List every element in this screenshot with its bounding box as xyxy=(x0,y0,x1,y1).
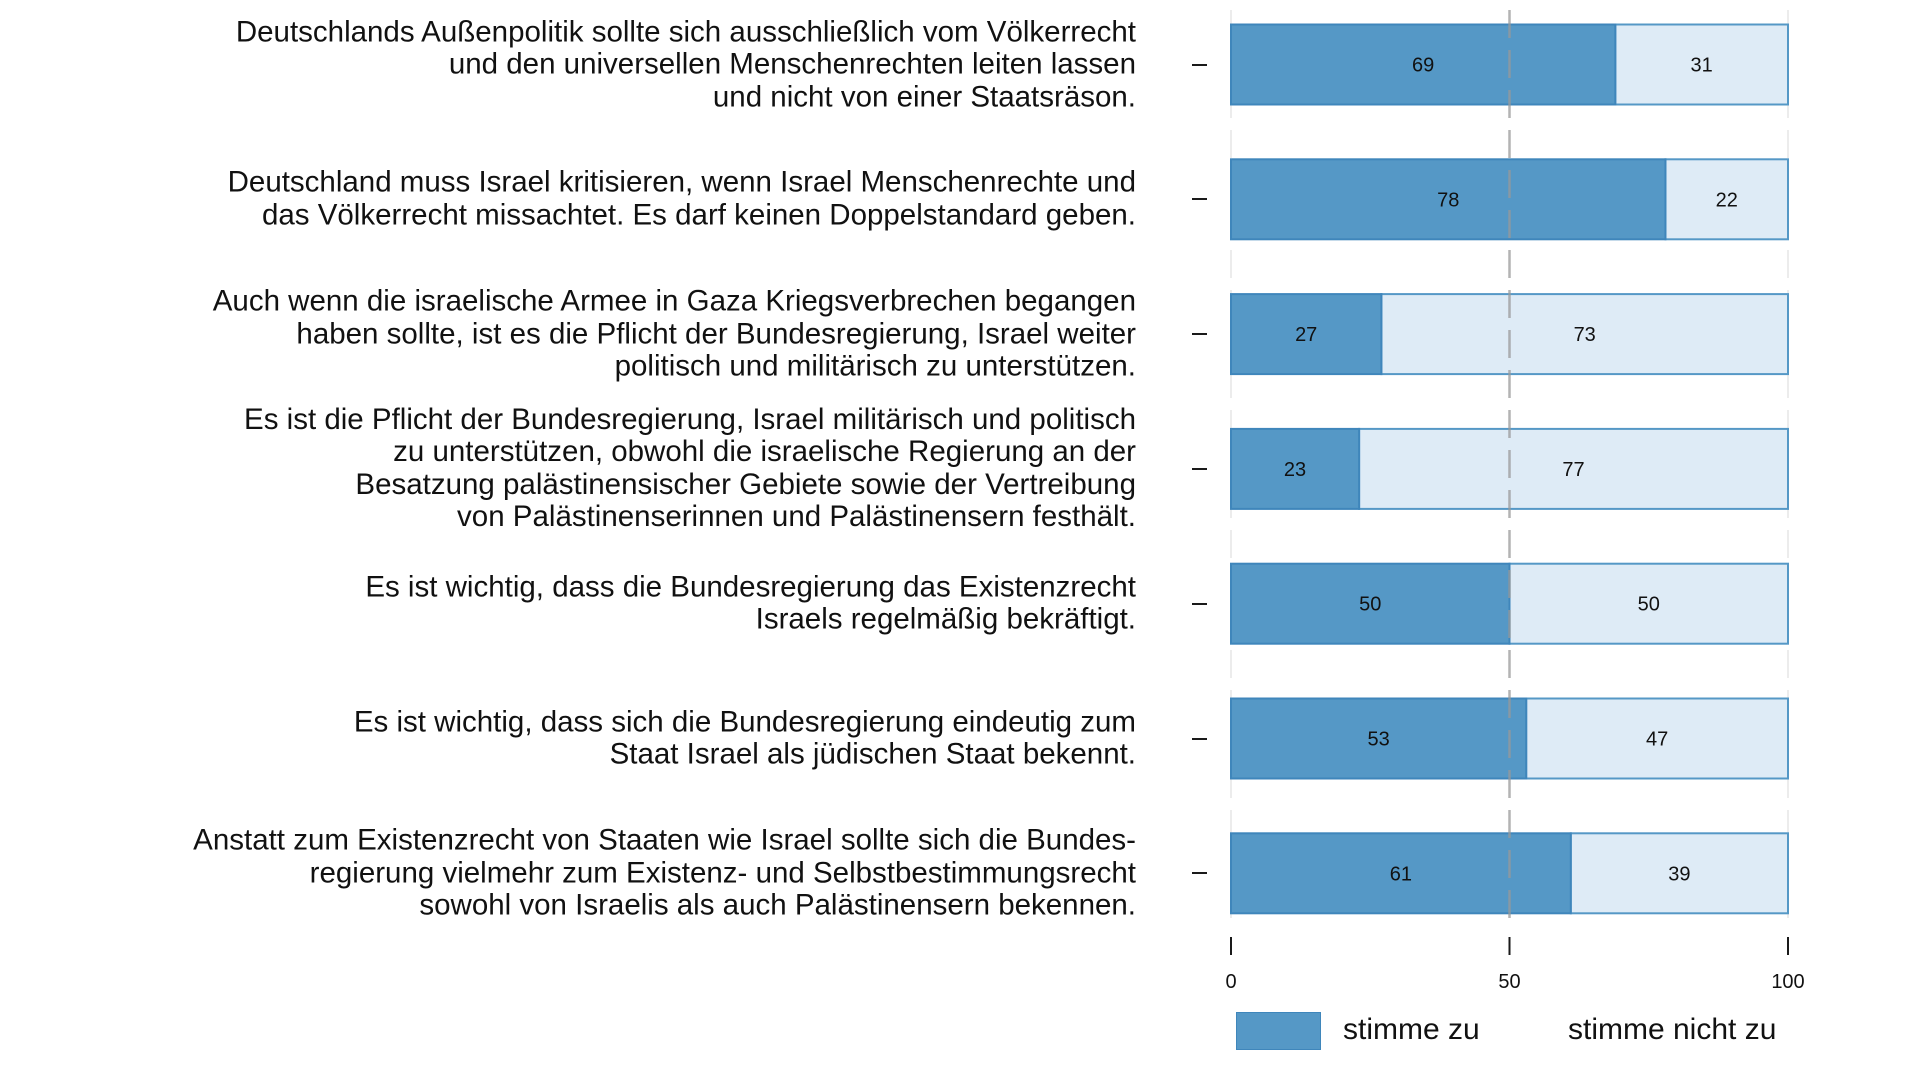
legend-swatch-agree xyxy=(1236,1012,1321,1050)
data-label-agree: 50 xyxy=(1359,594,1381,616)
category-label-line: Israels regelmäßig bekräftigt. xyxy=(755,602,1136,636)
y-tick-mark xyxy=(1192,198,1207,201)
x-tick-label: 100 xyxy=(1771,971,1804,993)
bar-segment-disagree xyxy=(1614,23,1789,106)
category-label: Deutschlands Außenpolitik sollte sich au… xyxy=(235,14,1136,114)
x-tick-label: 0 xyxy=(1225,971,1236,993)
y-tick-mark xyxy=(1192,737,1207,740)
bar-segment-agree xyxy=(1230,158,1667,241)
category-label: Es ist die Pflicht der Bundesregierung, … xyxy=(244,402,1136,534)
bar-segment-disagree xyxy=(1569,832,1790,915)
bar-segment-agree xyxy=(1230,293,1383,376)
category-label-line: und den universellen Menschenrechten lei… xyxy=(448,47,1136,81)
y-tick-mark xyxy=(1192,602,1207,605)
bar-segment-disagree xyxy=(1380,293,1789,376)
category-label-line: Deutschlands Außenpolitik sollte sich au… xyxy=(235,14,1136,48)
category-label-line: Anstatt zum Existenzrecht von Staaten wi… xyxy=(193,823,1136,857)
data-label-agree: 78 xyxy=(1437,189,1459,211)
category-label-line: Staat Israel als jüdischen Staat bekennt… xyxy=(609,737,1136,771)
category-label-line: Es ist wichtig, dass die Bundesregierung… xyxy=(365,570,1136,604)
data-label-disagree: 77 xyxy=(1562,459,1584,481)
data-label-disagree: 22 xyxy=(1716,189,1738,211)
category-label-line: zu unterstützen, obwohl die israelische … xyxy=(393,435,1136,469)
category-label-line: politisch und militärisch zu unterstütze… xyxy=(614,349,1136,383)
bar-segment-agree xyxy=(1230,832,1572,915)
category-label-line: regierung vielmehr zum Existenz- und Sel… xyxy=(309,856,1136,890)
data-label-disagree: 50 xyxy=(1638,594,1660,616)
data-label-agree: 23 xyxy=(1284,459,1306,481)
category-label: Es ist wichtig, dass die Bundesregierung… xyxy=(365,571,1136,636)
data-label-disagree: 31 xyxy=(1691,55,1713,77)
x-tick-label: 50 xyxy=(1498,971,1520,993)
category-label-line: Es ist die Pflicht der Bundesregierung, … xyxy=(244,402,1136,436)
bar-segment-agree xyxy=(1230,697,1528,780)
data-label-disagree: 73 xyxy=(1574,324,1596,346)
y-tick-mark xyxy=(1192,872,1207,875)
category-label: Anstatt zum Existenzrecht von Staaten wi… xyxy=(193,823,1136,923)
legend-label-agree: stimme zu xyxy=(1343,1013,1480,1046)
category-label-line: Es ist wichtig, dass sich die Bundesregi… xyxy=(353,705,1136,738)
y-tick-mark xyxy=(1192,333,1207,336)
data-label-disagree: 39 xyxy=(1668,863,1690,885)
bar-segment-agree xyxy=(1230,562,1511,645)
category-label-line: Besatzung palästinensischer Gebiete sowi… xyxy=(355,467,1136,501)
category-label: Deutschland muss Israel kritisieren, wen… xyxy=(227,165,1136,232)
bar-segment-disagree xyxy=(1508,562,1789,645)
category-label-line: Auch wenn die israelische Armee in Gaza … xyxy=(212,284,1136,318)
category-label-line: Deutschland muss Israel kritisieren, wen… xyxy=(227,165,1136,199)
data-label-agree: 27 xyxy=(1295,324,1317,346)
bar-segment-disagree xyxy=(1358,427,1789,510)
category-label: Es ist wichtig, dass sich die Bundesregi… xyxy=(353,705,1136,771)
category-label-line: und nicht von einer Staatsräson. xyxy=(712,79,1136,113)
category-label-line: haben sollte, ist es die Pflicht der Bun… xyxy=(296,316,1136,350)
bar-segment-agree xyxy=(1230,427,1361,510)
y-tick-mark xyxy=(1192,63,1207,66)
data-label-agree: 61 xyxy=(1390,863,1412,885)
data-label-agree: 53 xyxy=(1367,729,1389,751)
y-tick-mark xyxy=(1192,467,1207,470)
bar-segment-agree xyxy=(1230,23,1617,106)
category-label-line: das Völkerrecht missachtet. Es darf kein… xyxy=(261,198,1136,232)
bar-segment-disagree xyxy=(1525,697,1789,780)
category-label-line: sowohl von Israelis als auch Palästinens… xyxy=(419,888,1136,922)
data-label-agree: 69 xyxy=(1412,55,1434,77)
category-label: Auch wenn die israelische Armee in Gaza … xyxy=(213,285,1136,383)
legend-label-disagree: stimme nicht zu xyxy=(1568,1013,1777,1046)
data-label-disagree: 47 xyxy=(1646,729,1668,751)
category-label-line: von Palästinenserinnen und Palästinenser… xyxy=(457,500,1136,534)
